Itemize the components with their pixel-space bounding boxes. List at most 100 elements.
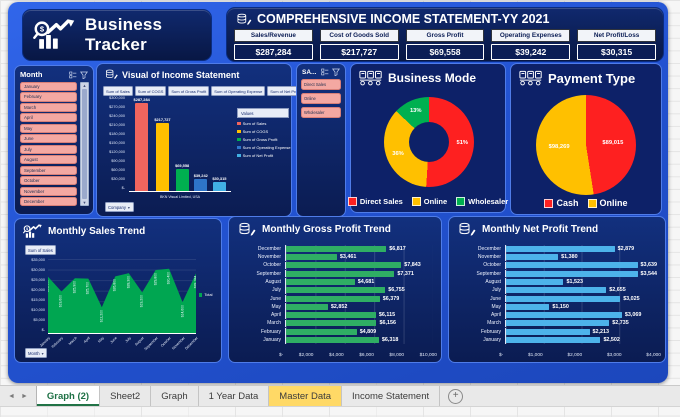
bar: [286, 287, 386, 294]
x-axis-tick: May: [97, 336, 105, 344]
channel-slicer-item[interactable]: Wholesaler: [301, 106, 341, 119]
month-slicer-item[interactable]: April: [20, 113, 77, 123]
x-axis-tick: November: [170, 336, 186, 351]
bar-row: August $4,681: [235, 278, 433, 286]
bar-row: April $6,115: [235, 311, 433, 319]
scroll-up-icon[interactable]: ▲: [82, 83, 87, 88]
legend-marker: [237, 153, 241, 158]
x-axis: $- $2,000 $4,000 $6,000 $8,000 $10,000: [279, 353, 437, 358]
bar-column: $69,558: [175, 97, 189, 191]
app-title: Business Tracker: [85, 15, 163, 54]
monthly-gross-profit-panel: Monthly Gross Profit Trend December $6,81…: [228, 216, 442, 363]
bar: [506, 295, 621, 302]
row-label: June: [490, 295, 501, 302]
bar: [506, 320, 610, 327]
month-slicer-item[interactable]: June: [20, 134, 77, 144]
sheet-tab-graph-2-[interactable]: Graph (2): [35, 386, 100, 406]
bar-value-label: $6,379: [382, 295, 400, 302]
legend-label: Total: [204, 293, 213, 297]
legend-item: Cash: [544, 198, 579, 208]
legend-marker: [237, 145, 241, 150]
tab-nav-right-icon[interactable]: ►: [20, 392, 28, 400]
row-label: January: [263, 337, 281, 344]
clear-filter-icon[interactable]: [80, 71, 88, 79]
business-mode-icon: [359, 70, 383, 86]
bar-zone: $2,879: [505, 245, 657, 253]
sheet-tab-master-data[interactable]: Master Data: [268, 386, 342, 406]
y-axis-tick: $-: [121, 186, 125, 191]
company-dropdown[interactable]: Company ▼: [105, 202, 134, 212]
row-label: October: [263, 262, 281, 269]
filter-chip[interactable]: Sum of Sales: [103, 86, 133, 96]
month-slicer-item[interactable]: May: [20, 123, 77, 133]
sheet-tab-income-statement[interactable]: Income Statement: [341, 386, 441, 406]
sum-of-sales-chip[interactable]: Sum of Sales: [25, 245, 56, 255]
row-label: December: [257, 245, 281, 252]
bar-row: May $1,150: [455, 303, 657, 311]
sheet-tab-graph[interactable]: Graph: [150, 386, 197, 406]
row-label: July: [492, 287, 501, 294]
payment-type-panel: Payment Type $89,015 $98,269 Cash Online: [510, 63, 662, 215]
filter-chip[interactable]: Sum of Operating Expense: [211, 86, 266, 96]
sheet-tab-1-year-data[interactable]: 1 Year Data: [197, 386, 269, 406]
sheet-tab-sheet2[interactable]: Sheet2: [99, 386, 150, 406]
multiselect-icon[interactable]: [69, 71, 77, 79]
x-axis-tick: $3,000: [606, 353, 622, 358]
legend-item: Online: [587, 198, 628, 208]
month-slicer-item[interactable]: March: [20, 102, 77, 112]
header-card: COMPREHENSIVE INCOME STATEMENT-YY 2021 S…: [226, 7, 664, 62]
kpi-label: Operating Expenses: [491, 29, 571, 42]
month-slicer-item[interactable]: December: [20, 196, 77, 207]
month-slicer-item[interactable]: November: [20, 186, 77, 196]
bar-value-label: $1,380: [561, 254, 578, 261]
month-slicer-scrollbar[interactable]: ▲ ▼: [80, 82, 89, 206]
bar: [286, 337, 379, 344]
y-axis-tick: $-: [41, 328, 45, 333]
panel-title: Payment Type: [548, 70, 636, 86]
bar-value-label: $6,156: [379, 320, 396, 327]
legend-marker: [544, 198, 554, 208]
month-slicer-item[interactable]: January: [20, 82, 77, 92]
legend-title[interactable]: Values: [237, 108, 289, 118]
bar: [506, 337, 601, 344]
bar-row: November $1,380: [455, 253, 657, 261]
scrollbar-thumb[interactable]: [82, 89, 87, 199]
month-slicer-item[interactable]: July: [20, 144, 77, 154]
legend-label: Direct Sales: [359, 197, 403, 206]
channel-slicer-item[interactable]: Online: [301, 92, 341, 105]
y-axis-tick: $150,000: [109, 141, 125, 146]
clear-filter-icon[interactable]: [332, 68, 340, 76]
legend-marker: [456, 197, 466, 206]
sales-trend-icon: [23, 224, 43, 239]
bar-row: October $7,843: [235, 261, 433, 270]
filter-chip[interactable]: Sum of Gross Profit: [168, 86, 210, 96]
month-slicer-item[interactable]: October: [20, 176, 77, 186]
kpi-value: $217,727: [319, 44, 399, 60]
area-value-label: $12,200: [99, 310, 104, 323]
bar-zone: $1,150: [505, 303, 657, 311]
multiselect-icon[interactable]: [321, 68, 329, 76]
x-axis-tick: $8,000: [389, 353, 405, 358]
bar-value-label: $2,735: [612, 320, 629, 327]
month-slicer-item[interactable]: February: [20, 92, 77, 102]
filter-chip[interactable]: Sum of COGS: [134, 86, 167, 96]
month-slicer-item[interactable]: August: [20, 155, 77, 165]
bar-series: $287,284 $217,727 $69,558 $39,242 $30,315: [129, 97, 231, 191]
chevron-down-icon: ▼: [127, 205, 131, 210]
slice-value-label: $89,015: [602, 139, 624, 146]
month-slicer-item[interactable]: September: [20, 165, 77, 175]
channel-slicer-list: Direct Sales Online Wholesaler: [297, 78, 345, 119]
channel-slicer-item[interactable]: Direct Sales: [301, 79, 341, 91]
page-title: COMPREHENSIVE INCOME STATEMENT-YY 2021: [257, 12, 550, 26]
bar-row: August $1,523: [455, 278, 657, 286]
income-statement-chart-panel: Visual of Income Statement Sum of Sales S…: [96, 63, 304, 217]
scroll-down-icon[interactable]: ▼: [82, 200, 87, 205]
new-sheet-button[interactable]: +: [448, 388, 464, 404]
tab-nav-left-icon[interactable]: ◄: [8, 392, 15, 400]
bar-row: September $7,371: [235, 269, 433, 278]
month-dropdown[interactable]: Month ▼: [25, 348, 48, 358]
legend-item: Sum of Gross Profit: [237, 137, 289, 142]
row-label: February: [480, 328, 501, 335]
row-label: September: [476, 270, 501, 277]
bar-zone: $6,379: [285, 294, 433, 303]
